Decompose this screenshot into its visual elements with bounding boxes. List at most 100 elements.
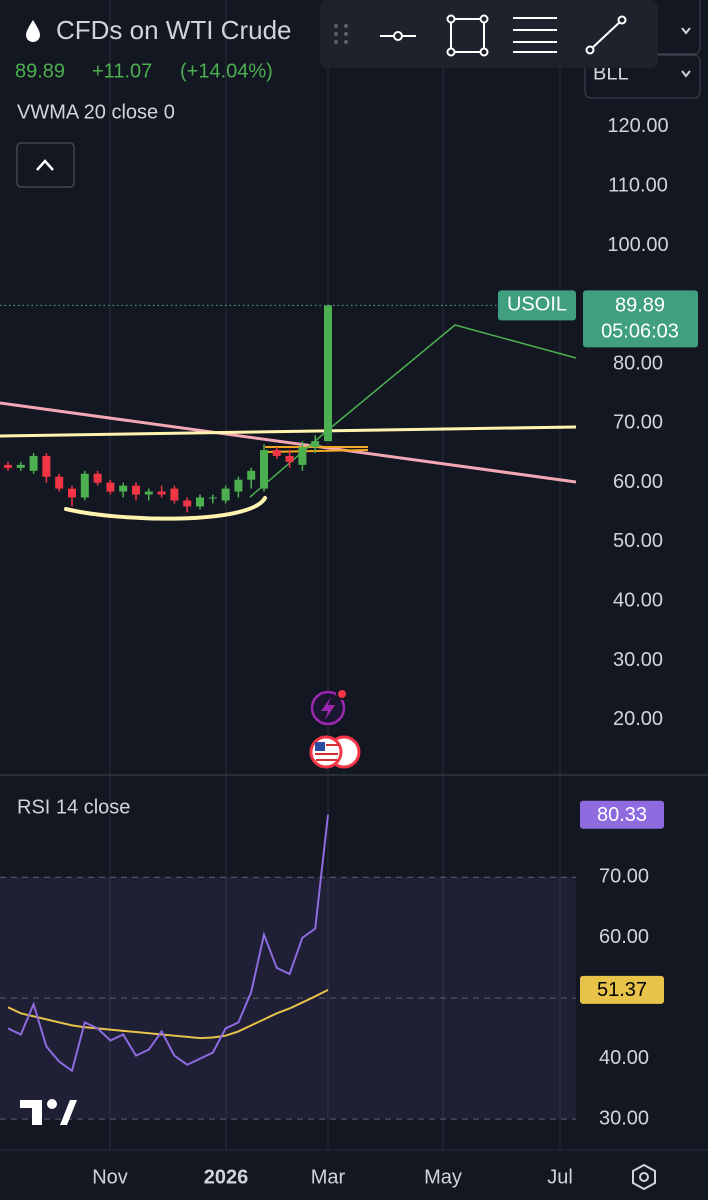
candle-body (80, 473, 89, 498)
last-price: 89.89 (15, 60, 65, 82)
price-tick-label: 100.00 (607, 234, 668, 256)
trend-line-tool[interactable] (585, 15, 627, 55)
axis-labels: Nov 2026 Mar May Jul 20.00 30.00 40.00 50.00 60.0… (92, 115, 698, 1188)
candle-body (324, 305, 332, 442)
value-badge-label: 51.37 (597, 979, 647, 1001)
drawing-toolbar (320, 0, 658, 68)
event-bolt[interactable] (321, 697, 335, 720)
tool-handle[interactable] (479, 47, 489, 57)
candle-body (311, 441, 320, 448)
time-label: May (424, 1166, 462, 1188)
drag-dot[interactable] (344, 40, 348, 44)
candle-body (55, 476, 64, 489)
candle-body (106, 482, 115, 492)
event-icon[interactable] (310, 688, 348, 726)
horizontal-line (0, 425, 577, 438)
tool-handle[interactable] (617, 15, 627, 25)
rsi-line (7, 814, 329, 1073)
value-badge (580, 975, 664, 1004)
price-tick-label: 120.00 (607, 115, 668, 137)
logo-part (47, 1099, 57, 1109)
logo (20, 1099, 77, 1125)
tool-stroke[interactable] (450, 18, 485, 53)
rsi-tick-label: 40.00 (599, 1047, 649, 1069)
price-change-pct: (+14.04%) (180, 60, 273, 82)
settings-button[interactable] (632, 1163, 656, 1191)
symbol-title: CFDs on WTI Crude (56, 15, 292, 45)
tool-handle[interactable] (446, 14, 456, 24)
rsi-tick-label: 30.00 (599, 1107, 649, 1129)
drag-dot[interactable] (344, 32, 348, 36)
flag-stripe[interactable] (316, 759, 337, 761)
dropdown-chevron[interactable] (681, 70, 691, 78)
collapse-chevron[interactable] (36, 159, 54, 171)
horizontal-line-tool[interactable] (380, 31, 416, 41)
toolbar-panel (320, 0, 658, 68)
candle-body (208, 497, 217, 499)
economic-events[interactable] (309, 735, 361, 769)
price-tick-label: 50.00 (613, 530, 663, 552)
logo-part (60, 1100, 77, 1125)
candle-body (144, 491, 153, 495)
price-pane (0, 304, 576, 513)
drag-dot[interactable] (344, 24, 348, 28)
price-tick-label: 30.00 (613, 649, 663, 671)
logo-part (32, 1100, 42, 1125)
price-tick-label: 110.00 (608, 174, 668, 196)
symbol-badge (498, 290, 576, 321)
settings-hexagon[interactable] (632, 1163, 656, 1191)
value-badge-label: 80.33 (597, 804, 647, 826)
trend-line (0, 401, 577, 484)
last-price-badge-label: 89.89 (615, 295, 665, 317)
rsi-line (7, 989, 329, 1040)
candle-body (196, 497, 204, 507)
time-grid (109, 0, 561, 1150)
price-tick-label: 80.00 (613, 352, 663, 374)
tool-handle[interactable] (479, 14, 489, 24)
value-badge (580, 800, 664, 829)
drag-dot[interactable] (334, 40, 338, 44)
candle-body (68, 488, 76, 498)
price-change: +11.07 (92, 60, 152, 82)
candle-body (16, 464, 25, 468)
flag-stripe[interactable] (315, 753, 338, 755)
last-price-badge (583, 290, 698, 348)
rsi-tick-label: 60.00 (599, 926, 649, 948)
candle-body (260, 450, 268, 489)
flag-circle[interactable] (309, 735, 343, 769)
flag-stripe[interactable] (326, 744, 338, 746)
collapse-button-frame[interactable] (16, 142, 75, 188)
rsi-pane: RSI 14 close (0, 796, 576, 1120)
event-badge[interactable] (336, 688, 348, 700)
candle-body (183, 500, 192, 507)
fib-tool[interactable] (513, 17, 557, 53)
drag-dot[interactable] (334, 32, 338, 36)
rectangle-tool[interactable] (446, 14, 489, 57)
collapse-button[interactable] (16, 142, 75, 188)
time-label: Jul (547, 1166, 573, 1188)
countdown: 05:06:03 (601, 321, 679, 343)
candle-body (247, 470, 256, 480)
tool-stroke[interactable] (589, 19, 623, 51)
logo-part (20, 1100, 42, 1108)
dropdown-chevron[interactable] (681, 27, 691, 35)
tool-handle[interactable] (446, 47, 456, 57)
candle-body (132, 485, 140, 495)
tool-handle[interactable] (585, 45, 595, 55)
settings-center[interactable] (639, 1172, 649, 1182)
flag-canton[interactable] (315, 742, 325, 751)
candle-body (157, 491, 166, 495)
drag-handle[interactable] (334, 24, 348, 44)
tool-handle[interactable] (393, 31, 403, 41)
price-tick-label: 70.00 (613, 412, 663, 434)
time-label: 2026 (204, 1166, 249, 1188)
candle-body (119, 485, 128, 492)
symbol-badge-label: USOIL (507, 294, 567, 316)
candle-body (272, 450, 281, 456)
candle-body (298, 447, 307, 465)
rsi-tick-label: 70.00 (599, 865, 649, 887)
candle-body (93, 473, 102, 483)
price-tick-label: 40.00 (613, 590, 663, 612)
drag-dot[interactable] (334, 24, 338, 28)
